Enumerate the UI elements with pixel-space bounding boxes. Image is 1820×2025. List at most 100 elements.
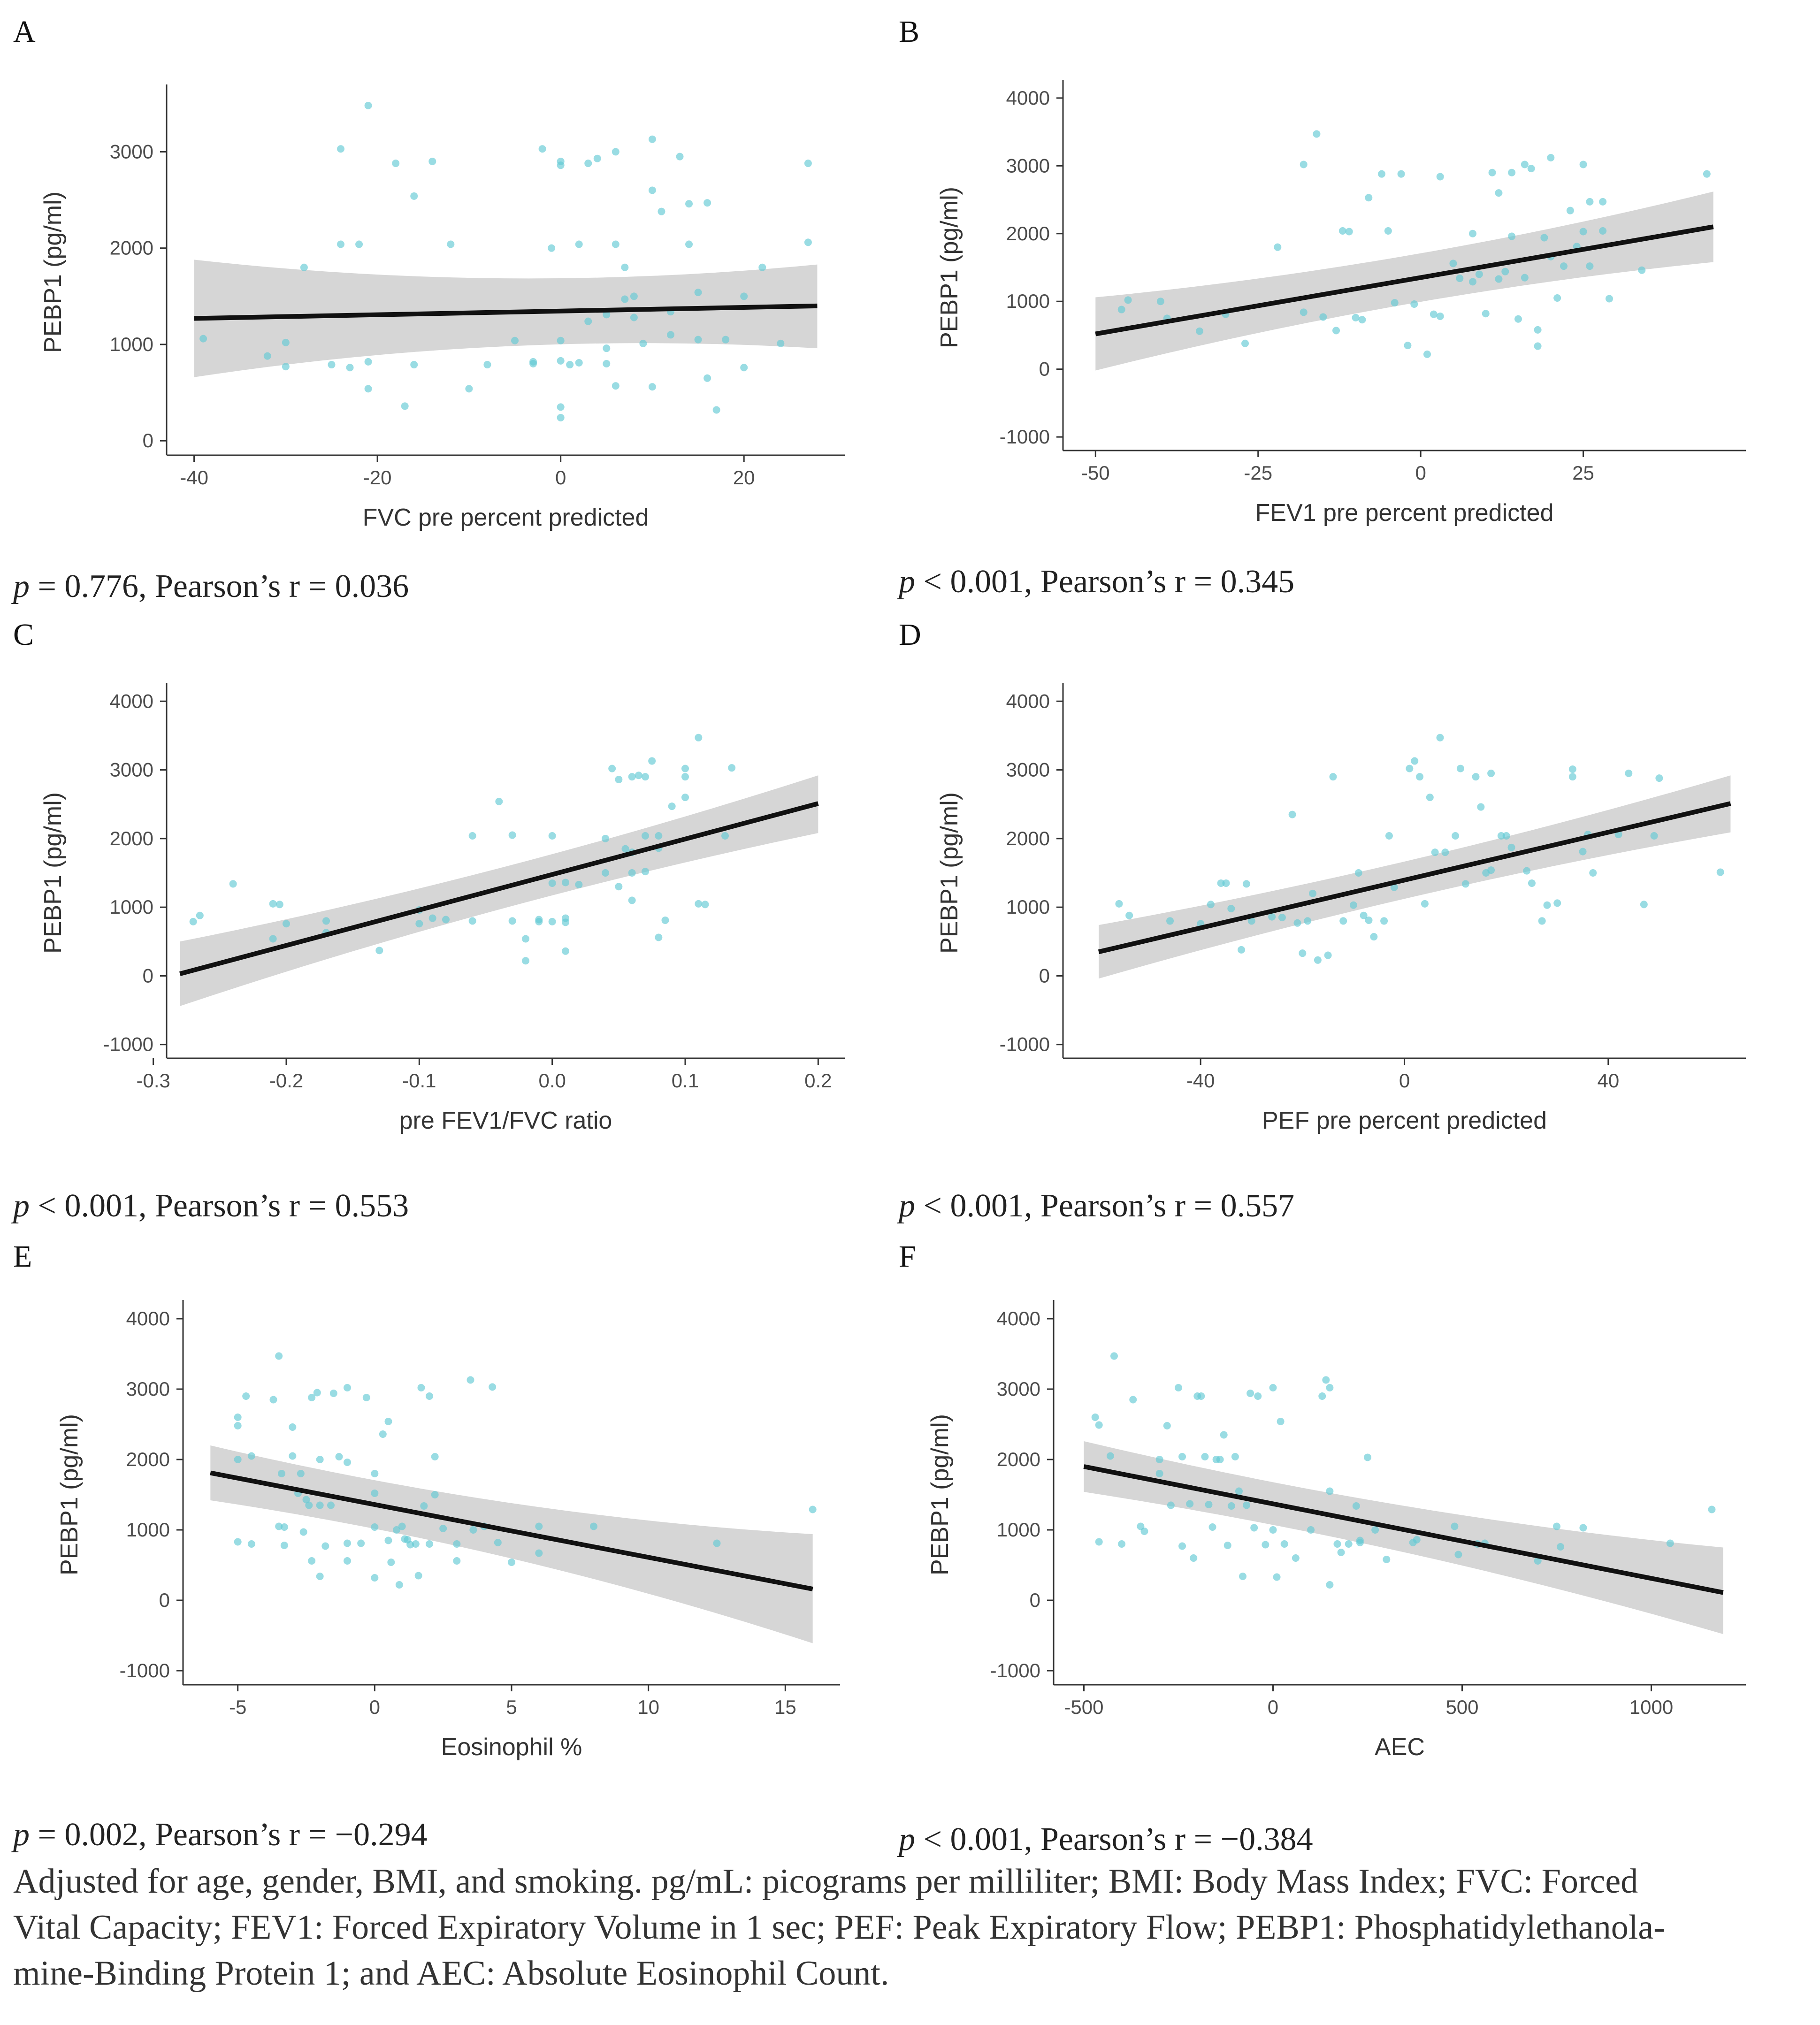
data-point <box>335 1453 343 1460</box>
data-point <box>548 244 556 252</box>
y-tick-label: 3000 <box>126 1378 170 1400</box>
data-point <box>1523 867 1531 875</box>
data-point <box>1196 327 1203 335</box>
data-point <box>362 1394 370 1401</box>
data-point <box>1349 901 1357 909</box>
data-point <box>300 263 308 271</box>
p-relation: < <box>915 1821 950 1857</box>
data-point <box>621 845 629 853</box>
data-point <box>1155 1456 1163 1463</box>
data-point <box>1469 229 1476 237</box>
data-point <box>1502 832 1510 840</box>
data-point <box>337 145 345 153</box>
data-point <box>1391 299 1399 307</box>
x-axis-label: Eosinophil % <box>441 1734 582 1761</box>
y-tick-label: -1000 <box>990 1659 1040 1681</box>
data-point <box>269 900 277 908</box>
x-tick-label: -25 <box>1244 462 1272 484</box>
data-point <box>1566 206 1574 214</box>
p-relation: = <box>30 568 65 604</box>
data-point <box>695 900 703 908</box>
data-point <box>280 1542 288 1549</box>
data-point <box>327 1501 335 1509</box>
data-point <box>681 764 689 772</box>
data-point <box>1586 198 1594 206</box>
data-point <box>1436 734 1444 741</box>
stat-label: Pearson’s r <box>154 1188 300 1224</box>
data-point <box>495 797 503 805</box>
panel-letter-b: B <box>899 15 920 49</box>
data-point <box>1404 342 1412 350</box>
data-point <box>275 1352 283 1360</box>
data-point <box>1365 916 1373 924</box>
y-tick-label: 4000 <box>1006 690 1050 712</box>
data-point <box>357 1539 365 1547</box>
p-symbol: p <box>13 1817 30 1853</box>
y-axis-label: PEBP1 (pg/ml) <box>936 187 963 348</box>
data-point <box>1454 1551 1462 1559</box>
data-point <box>1091 1414 1099 1421</box>
data-point <box>1378 170 1385 178</box>
data-point <box>1254 1392 1262 1400</box>
y-tick-label: 0 <box>143 429 153 451</box>
data-point <box>1363 1453 1371 1461</box>
r-value: −0.294 <box>335 1817 428 1853</box>
p-relation: < <box>915 1188 950 1224</box>
data-point <box>603 311 611 319</box>
panel-letter-f: F <box>899 1239 916 1274</box>
data-point <box>1390 883 1398 891</box>
data-point <box>1352 1502 1360 1510</box>
data-point <box>668 802 676 810</box>
data-point <box>655 933 663 941</box>
data-point <box>593 154 601 162</box>
data-point <box>655 832 663 840</box>
y-tick-label: 0 <box>143 964 153 986</box>
data-point <box>344 1539 351 1547</box>
data-point <box>328 361 336 369</box>
data-point <box>1360 911 1368 919</box>
data-point <box>234 1456 242 1463</box>
data-point <box>1514 315 1522 323</box>
x-axis-label: FVC pre percent predicted <box>363 504 649 531</box>
data-point <box>508 1559 515 1566</box>
data-point <box>1224 1542 1231 1549</box>
data-point <box>809 1505 817 1513</box>
data-point <box>1326 1384 1334 1391</box>
x-tick-label: 0 <box>1415 462 1426 484</box>
data-point <box>308 1557 316 1565</box>
data-point <box>695 734 703 741</box>
data-point <box>721 832 729 840</box>
data-point <box>602 869 609 877</box>
data-point <box>602 834 609 842</box>
data-point <box>1293 919 1301 927</box>
y-tick-label: 3000 <box>997 1378 1040 1400</box>
caption-line-2: Vital Capacity; FEV1: Forced Expiratory … <box>13 1908 1665 1947</box>
x-axis-label: AEC <box>1375 1734 1425 1761</box>
data-point <box>1110 1352 1118 1360</box>
data-point <box>1410 300 1418 308</box>
data-point <box>603 344 611 352</box>
y-axis-label: PEBP1 (pg/ml) <box>936 792 963 954</box>
data-point <box>1507 843 1515 851</box>
data-point <box>1528 879 1536 887</box>
y-tick-label: 1000 <box>126 1519 170 1541</box>
data-point <box>1239 1573 1247 1580</box>
caption-line-1: Adjusted for age, gender, BMI, and smoki… <box>13 1862 1638 1901</box>
data-point <box>522 957 529 965</box>
data-point <box>1553 899 1561 907</box>
stat-label: Pearson’s r <box>1040 564 1186 600</box>
stats-line-e: p = 0.002, Pearson’s r = −0.294 <box>13 1817 428 1853</box>
data-point <box>1495 275 1503 283</box>
data-point <box>508 831 516 839</box>
data-point <box>1385 832 1393 840</box>
data-point <box>1167 1501 1175 1509</box>
data-point <box>1666 1539 1674 1547</box>
data-point <box>321 1542 329 1550</box>
data-point <box>392 160 400 168</box>
x-tick-label: 0 <box>1399 1070 1410 1092</box>
data-point <box>557 161 565 169</box>
data-point <box>1547 154 1555 161</box>
data-point <box>1337 1549 1345 1556</box>
data-point <box>1329 773 1337 781</box>
